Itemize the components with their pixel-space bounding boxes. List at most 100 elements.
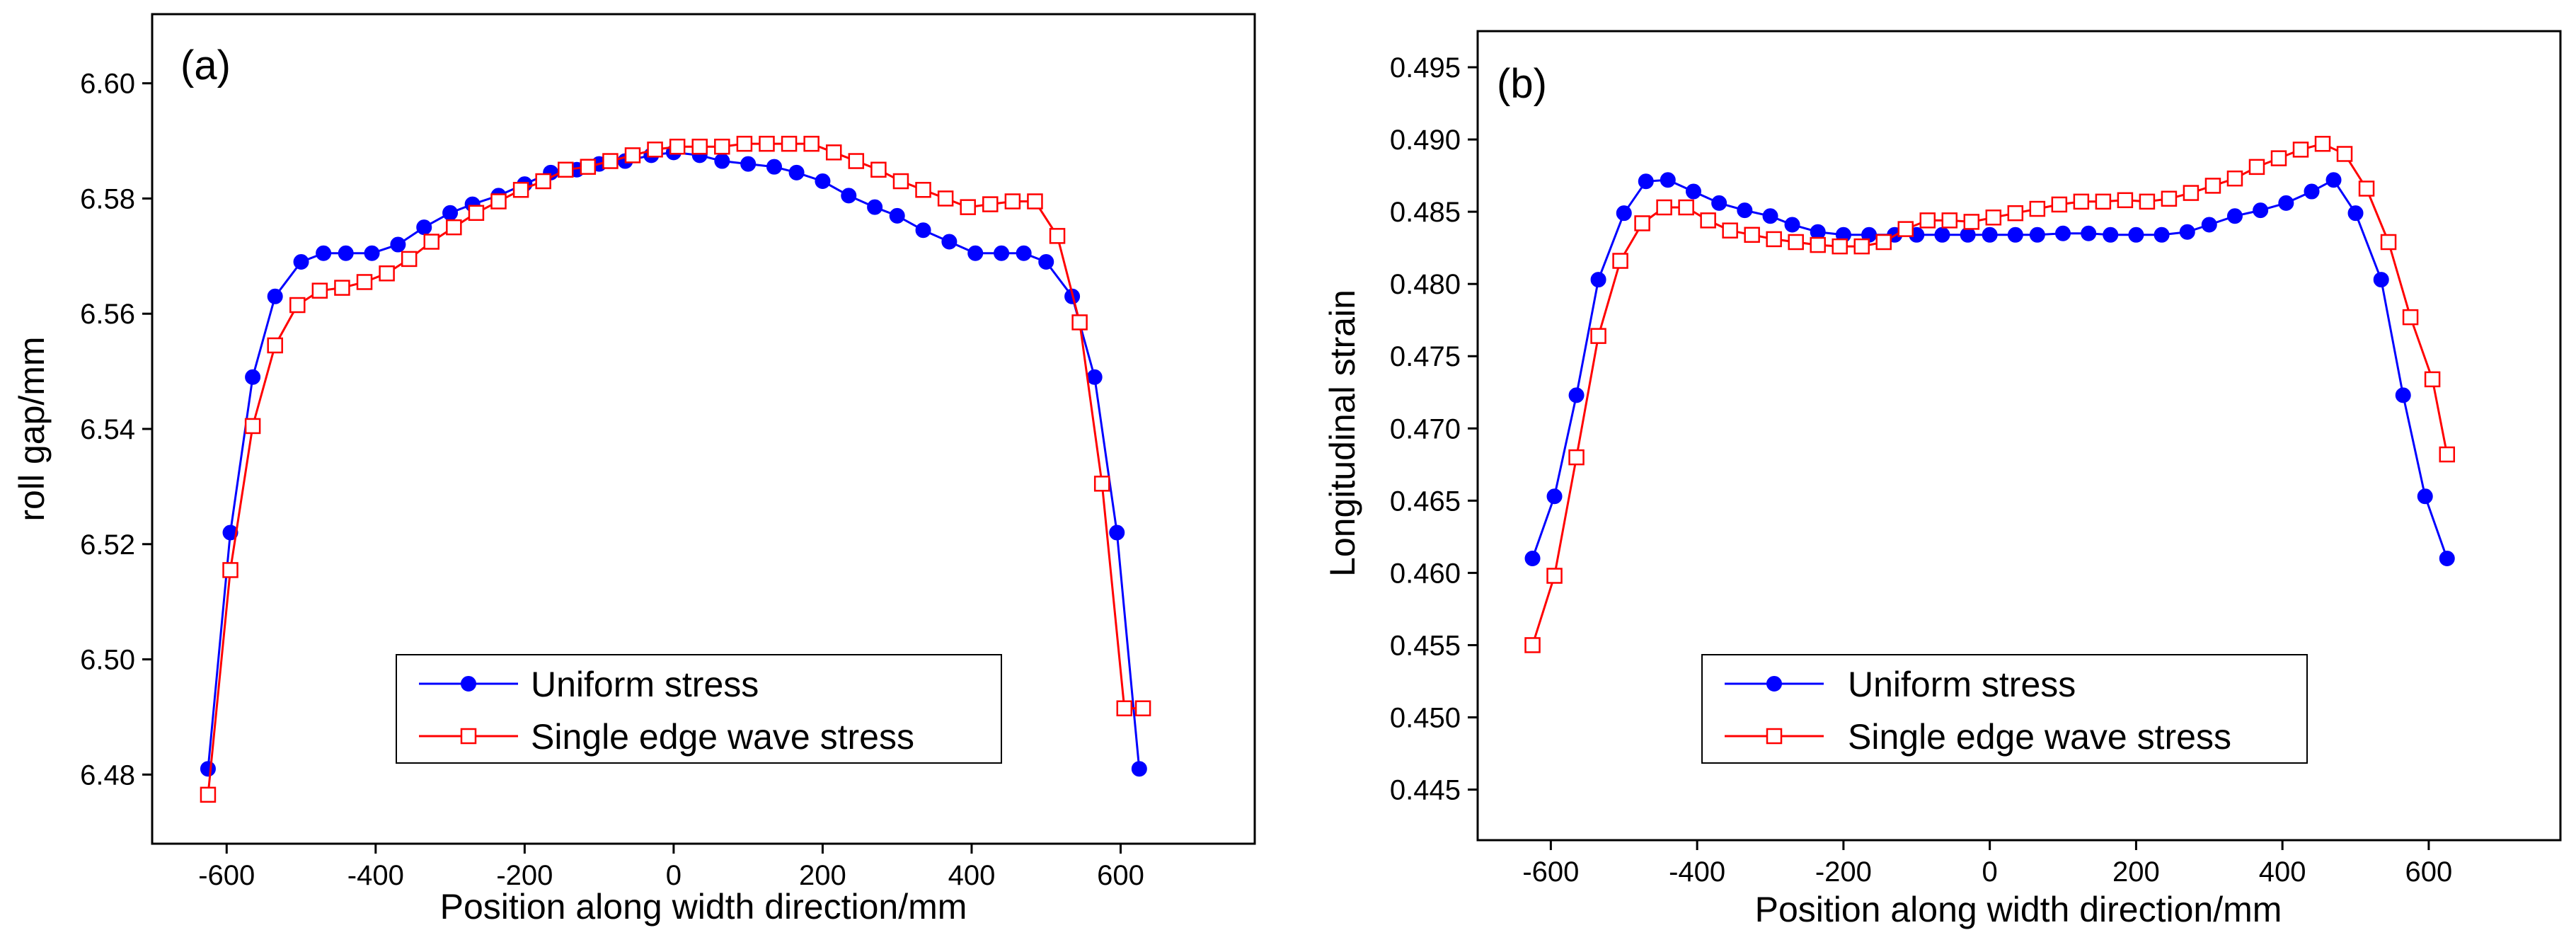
panel-b-point-uniform	[2029, 226, 2045, 243]
panel-b-y-tick-label: 0.455	[1390, 630, 1461, 661]
panel-b-data-layer: -600 -400 -200 0 200 400 600 0.445 0.450 0.455 0.4…	[1390, 52, 2456, 888]
panel-b-point-uniform	[2154, 226, 2170, 243]
panel-a-point-single-edge	[401, 251, 418, 268]
panel-a-point-uniform	[245, 369, 261, 385]
panel-a-point-single-edge	[1004, 193, 1021, 210]
panel-b-legend-box	[1701, 654, 2308, 764]
panel-b-point-uniform	[2347, 205, 2364, 222]
panel-b-point-single-edge	[2073, 193, 2090, 210]
panel-b-point-uniform	[1685, 183, 1701, 200]
panel-b-y-tick-label: 0.445	[1390, 775, 1461, 806]
panel-a-point-uniform	[200, 761, 216, 777]
panel-b-y-axis-title: Longitudinal strain	[1323, 289, 1362, 577]
panel-b-point-single-edge	[2270, 150, 2287, 166]
panel-a-x-tick-label: 400	[948, 860, 996, 891]
panel-b-y-tick-label: 0.495	[1390, 52, 1461, 84]
panel-a-point-single-edge	[669, 138, 686, 155]
panel-a-point-uniform	[915, 222, 931, 239]
panel-a-point-single-edge	[490, 193, 507, 210]
panel-a-point-single-edge	[1027, 193, 1043, 210]
panel-b-point-uniform	[2081, 225, 2097, 241]
panel-b-legend: Uniform stress Single edge wave stress	[1701, 654, 2308, 764]
panel-a-point-single-edge	[736, 135, 753, 152]
panel-b-point-single-edge	[1941, 212, 1958, 229]
panel-b-point-uniform	[1568, 387, 1585, 403]
panel-a-point-single-edge	[244, 418, 261, 435]
panel-a-point-uniform	[740, 156, 757, 172]
panel-a-point-single-edge	[267, 337, 283, 354]
panel-a-point-single-edge	[311, 282, 328, 299]
panel-b-point-single-edge	[2358, 180, 2375, 197]
panel-a-point-uniform	[1109, 524, 1125, 541]
panel-b-point-uniform	[2055, 225, 2071, 241]
panel-a-point-single-edge	[535, 173, 551, 190]
panel-a-x-tick-label: 200	[799, 860, 846, 891]
panel-a-point-uniform	[293, 253, 309, 270]
panel-a-point-single-edge	[379, 265, 395, 282]
panel-a-point-uniform	[867, 199, 883, 215]
panel-b-point-single-edge	[1810, 236, 1826, 253]
panel-b-point-single-edge	[2161, 190, 2178, 207]
panel-b-point-uniform	[1546, 488, 1563, 505]
panel-a-point-single-edge	[512, 181, 529, 198]
panel-b-point-single-edge	[1568, 449, 1585, 466]
panel-b-y-tick-label: 0.465	[1390, 486, 1461, 517]
panel-b-legend-marker-uniform	[1766, 676, 1782, 692]
panel-b-x-tick-label: 600	[2405, 856, 2453, 888]
panel-b-point-uniform	[1982, 226, 1998, 243]
panel-a-point-single-edge	[982, 196, 999, 212]
panel-a-point-single-edge	[870, 161, 887, 178]
panel-a-point-single-edge	[759, 135, 775, 152]
panel-a-point-single-edge	[580, 159, 597, 175]
panel-b-point-single-edge	[2183, 185, 2200, 201]
panel-b-x-tick-label: 0	[1982, 856, 1998, 888]
panel-a-y-tick-label: 6.54	[80, 414, 135, 445]
panel-b-point-uniform	[2304, 183, 2320, 200]
panel-b-point-single-edge	[1788, 234, 1804, 251]
panel-b-point-single-edge	[1897, 221, 1914, 237]
panel-b-point-uniform	[2439, 550, 2455, 566]
panel-b: -600 -400 -200 0 200 400 600 0.445 0.450 0.455 0.4…	[1323, 30, 2562, 929]
panel-b-point-single-edge	[1722, 222, 1738, 239]
panel-b-point-single-edge	[2029, 200, 2046, 217]
panel-a-point-uniform	[994, 245, 1010, 261]
panel-b-point-single-edge	[2007, 205, 2024, 222]
panel-a-point-single-edge	[915, 181, 931, 198]
panel-b-point-uniform	[2179, 224, 2195, 240]
panel-b-point-uniform	[1524, 550, 1541, 566]
panel-b-point-single-edge	[1766, 231, 1782, 248]
panel-b-x-tick-label: -200	[1815, 856, 1872, 888]
panel-a-x-tick-label: -400	[347, 860, 404, 891]
panel-b-point-single-edge	[1590, 328, 1606, 344]
panel-b-y-tick-label: 0.485	[1390, 197, 1461, 228]
panel-b-point-single-edge	[2051, 196, 2068, 213]
panel-a-point-uniform	[390, 236, 406, 253]
panel-b-point-single-edge	[2226, 170, 2243, 187]
panel-b-point-single-edge	[1678, 199, 1694, 216]
panel-a-y-tick-label: 6.60	[80, 69, 135, 100]
panel-a-x-tick-label: 0	[666, 860, 682, 891]
panel-a-point-uniform	[788, 164, 805, 180]
panel-b-point-single-edge	[1656, 199, 1672, 216]
panel-b-legend-marker-single-edge	[1766, 728, 1783, 745]
panel-b-point-single-edge	[1744, 226, 1760, 243]
panel-a-point-single-edge	[1134, 700, 1151, 716]
panel-a: -600 -400 -200 0 200 400 600 6.48 6.50 6.52 6.54 6.…	[12, 13, 1256, 927]
panel-a-point-uniform	[841, 188, 857, 204]
panel-a-y-axis-title: roll gap/mm	[12, 336, 52, 521]
panel-b-point-uniform	[2278, 195, 2294, 211]
panel-a-point-single-edge	[781, 135, 798, 152]
panel-a-point-uniform	[815, 173, 831, 190]
panel-b-point-uniform	[1711, 195, 1727, 211]
panel-a-point-single-edge	[446, 219, 462, 236]
panel-a-point-uniform	[1086, 369, 1103, 385]
panel-a-point-single-edge	[848, 153, 865, 169]
panel-a-x-tick-label: -200	[496, 860, 553, 891]
panel-a-point-uniform	[1016, 245, 1032, 261]
panel-b-point-uniform	[1616, 205, 1632, 222]
panel-b-point-single-edge	[2424, 371, 2441, 388]
panel-b-legend-label-single-edge: Single edge wave stress	[1848, 717, 2231, 757]
panel-a-point-uniform	[1131, 761, 1147, 777]
panel-a-point-single-edge	[1049, 228, 1066, 244]
